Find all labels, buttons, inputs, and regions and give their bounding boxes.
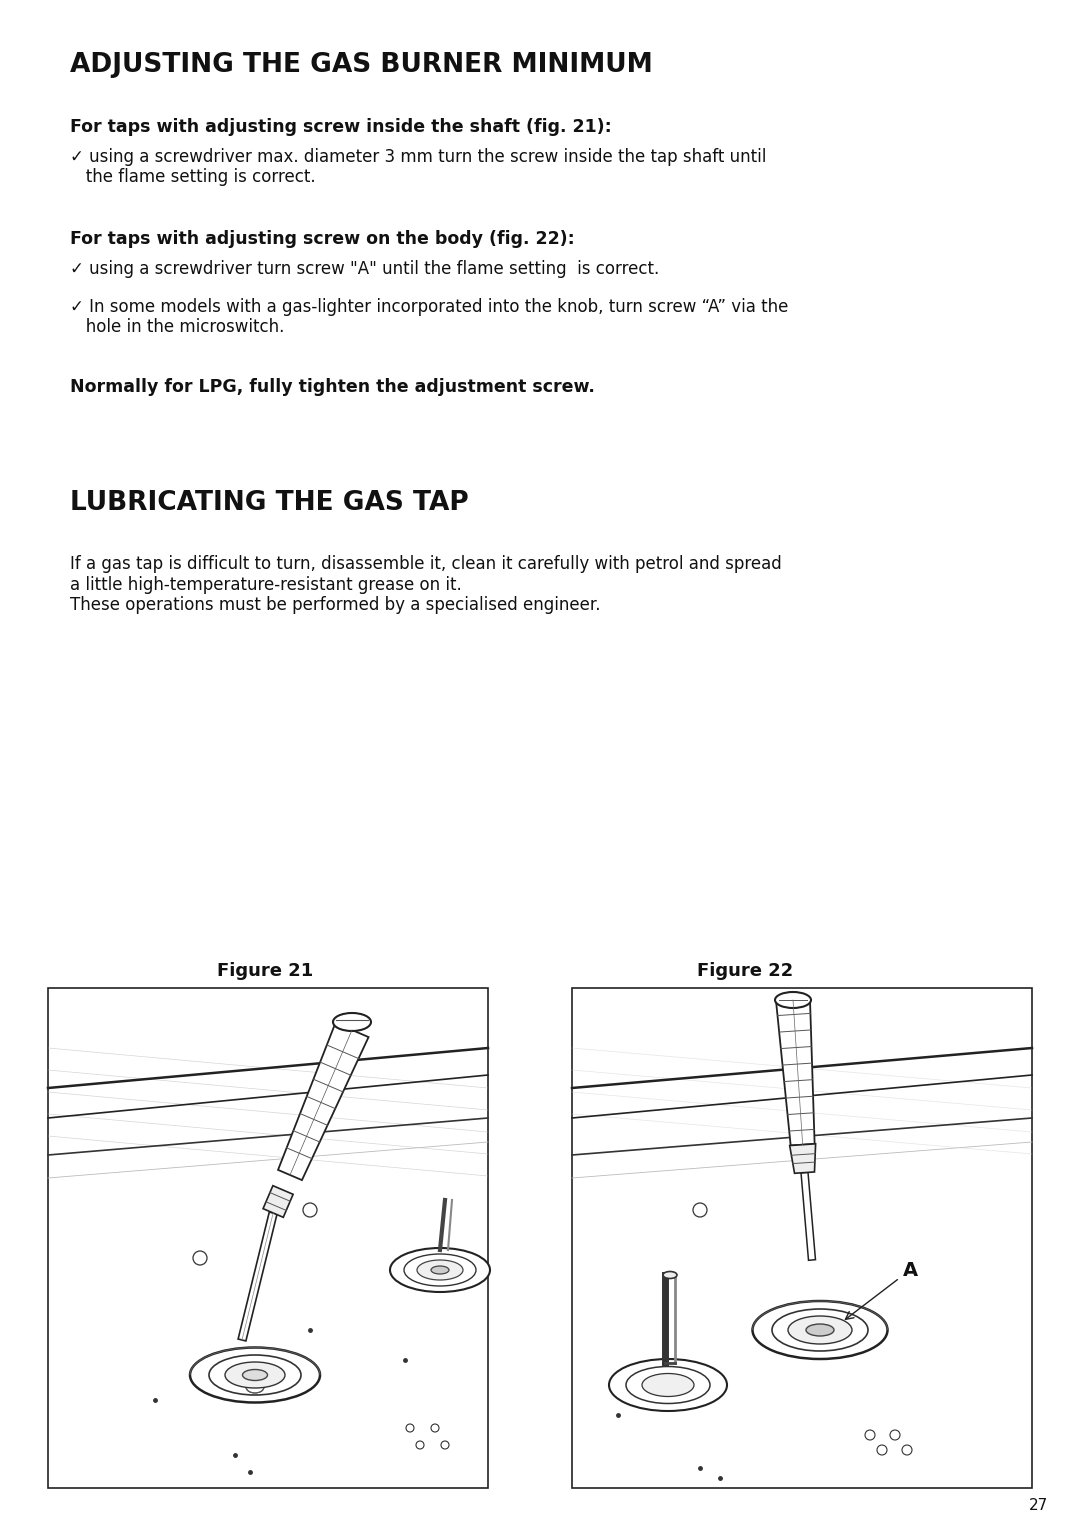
Circle shape — [416, 1442, 424, 1449]
Circle shape — [877, 1445, 887, 1455]
Ellipse shape — [626, 1367, 710, 1403]
Ellipse shape — [190, 1348, 320, 1402]
Ellipse shape — [775, 993, 811, 1008]
Text: a little high-temperature-resistant grease on it.: a little high-temperature-resistant grea… — [70, 576, 462, 594]
Text: 27: 27 — [1029, 1498, 1048, 1514]
Ellipse shape — [788, 1316, 852, 1344]
Ellipse shape — [417, 1259, 463, 1281]
Text: ✓ using a screwdriver turn screw "A" until the flame setting  is correct.: ✓ using a screwdriver turn screw "A" unt… — [70, 260, 659, 277]
Text: Figure 22: Figure 22 — [697, 962, 793, 980]
Polygon shape — [801, 1172, 815, 1261]
Ellipse shape — [333, 1013, 372, 1031]
Circle shape — [693, 1203, 707, 1216]
Ellipse shape — [390, 1249, 490, 1291]
Text: Normally for LPG, fully tighten the adjustment screw.: Normally for LPG, fully tighten the adju… — [70, 378, 595, 395]
Text: If a gas tap is difficult to turn, disassemble it, clean it carefully with petro: If a gas tap is difficult to turn, disas… — [70, 555, 782, 573]
Polygon shape — [278, 1023, 368, 1180]
Ellipse shape — [225, 1362, 285, 1388]
Text: A: A — [846, 1261, 918, 1319]
Polygon shape — [238, 1212, 278, 1340]
Ellipse shape — [243, 1370, 268, 1380]
Circle shape — [902, 1445, 912, 1455]
Polygon shape — [264, 1186, 293, 1218]
Ellipse shape — [806, 1324, 834, 1336]
Ellipse shape — [404, 1255, 476, 1285]
Text: ✓ using a screwdriver max. diameter 3 mm turn the screw inside the tap shaft unt: ✓ using a screwdriver max. diameter 3 mm… — [70, 149, 767, 165]
Bar — [48, 988, 488, 1488]
Text: These operations must be performed by a specialised engineer.: These operations must be performed by a … — [70, 596, 600, 614]
Text: ✓ In some models with a gas-lighter incorporated into the knob, turn screw “A” v: ✓ In some models with a gas-lighter inco… — [70, 299, 788, 316]
Ellipse shape — [210, 1354, 301, 1396]
Text: the flame setting is correct.: the flame setting is correct. — [70, 169, 315, 185]
Circle shape — [303, 1203, 318, 1216]
Circle shape — [406, 1425, 414, 1432]
Ellipse shape — [753, 1301, 888, 1359]
Polygon shape — [777, 999, 814, 1146]
Circle shape — [890, 1429, 900, 1440]
Ellipse shape — [431, 1265, 449, 1275]
Circle shape — [193, 1252, 207, 1265]
Ellipse shape — [772, 1308, 868, 1351]
Circle shape — [865, 1429, 875, 1440]
Ellipse shape — [609, 1359, 727, 1411]
Text: LUBRICATING THE GAS TAP: LUBRICATING THE GAS TAP — [70, 490, 469, 516]
Circle shape — [431, 1425, 438, 1432]
Text: For taps with adjusting screw on the body (fig. 22):: For taps with adjusting screw on the bod… — [70, 230, 575, 248]
Circle shape — [441, 1442, 449, 1449]
Text: hole in the microswitch.: hole in the microswitch. — [70, 319, 284, 336]
Ellipse shape — [642, 1374, 694, 1397]
Text: For taps with adjusting screw inside the shaft (fig. 21):: For taps with adjusting screw inside the… — [70, 118, 611, 136]
Text: ADJUSTING THE GAS BURNER MINIMUM: ADJUSTING THE GAS BURNER MINIMUM — [70, 52, 652, 78]
Polygon shape — [789, 1144, 815, 1174]
Text: Figure 21: Figure 21 — [217, 962, 313, 980]
Ellipse shape — [663, 1272, 677, 1279]
Bar — [572, 988, 1032, 1488]
